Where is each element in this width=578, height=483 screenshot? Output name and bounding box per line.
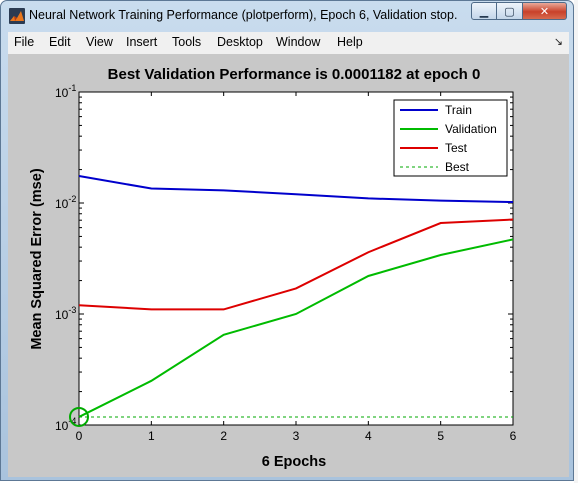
legend-box (393, 99, 508, 177)
minimize-button[interactable]: ▁ (471, 2, 497, 20)
series-line-test (78, 218, 514, 311)
menu-window[interactable]: Window (276, 35, 321, 49)
minimize-icon: ▁ (479, 5, 489, 18)
legend-label-train: Train (445, 103, 472, 117)
figure-canvas: Best Validation Performance is 0.0001182… (8, 54, 569, 477)
performance-plot: Best Validation Performance is 0.0001182… (29, 66, 517, 470)
menu-file[interactable]: File (14, 35, 35, 49)
x-tick-label: 0 (76, 429, 83, 443)
legend-label-best: Best (445, 160, 470, 174)
window-title: Neural Network Training Performance (plo… (29, 8, 458, 22)
y-tick-label: 10-2 (55, 194, 76, 211)
menu-insert[interactable]: Insert (126, 35, 158, 49)
maximize-button[interactable]: ▢ (497, 2, 523, 20)
title-bar[interactable]: Neural Network Training Performance (plo… (1, 1, 573, 31)
series-line-train (78, 175, 514, 204)
dock-arrow-icon[interactable]: ↘ (553, 36, 563, 48)
close-icon: ✕ (539, 5, 550, 18)
matlab-figure-icon (9, 8, 25, 24)
maximize-icon: ▢ (504, 5, 515, 18)
x-tick-label: 2 (220, 429, 227, 443)
x-axis-label: 6 Epochs (262, 454, 326, 470)
close-button[interactable]: ✕ (523, 2, 567, 20)
menu-edit[interactable]: Edit (49, 35, 71, 49)
background-desktop (574, 0, 578, 483)
y-tick-label: 10-3 (55, 305, 76, 322)
menu-tools[interactable]: Tools (172, 35, 202, 49)
x-tick-label: 4 (365, 429, 372, 443)
legend-label-validation: Validation (445, 122, 497, 136)
x-tick-label: 6 (510, 429, 517, 443)
menu-help[interactable]: Help (337, 35, 363, 49)
menu-desktop[interactable]: Desktop (217, 35, 263, 49)
x-tick-label: 3 (293, 429, 300, 443)
series-line-validation (78, 238, 514, 418)
legend: Train Validation Test Best (393, 99, 508, 177)
chart-title: Best Validation Performance is 0.0001182… (108, 66, 481, 83)
x-tick-label: 5 (437, 429, 444, 443)
y-tick-label: 10-4 (55, 416, 76, 433)
y-tick-label: 10-1 (55, 83, 76, 100)
menu-bar: File Edit View Insert Tools Desktop Wind… (8, 32, 569, 55)
legend-label-test: Test (445, 141, 468, 155)
x-tick-label: 1 (148, 429, 155, 443)
menu-view[interactable]: View (86, 35, 113, 49)
window-controls: ▁ ▢ ✕ (471, 2, 567, 22)
y-axis-label: Mean Squared Error (mse) (29, 168, 45, 349)
best-point-marker (69, 406, 89, 427)
